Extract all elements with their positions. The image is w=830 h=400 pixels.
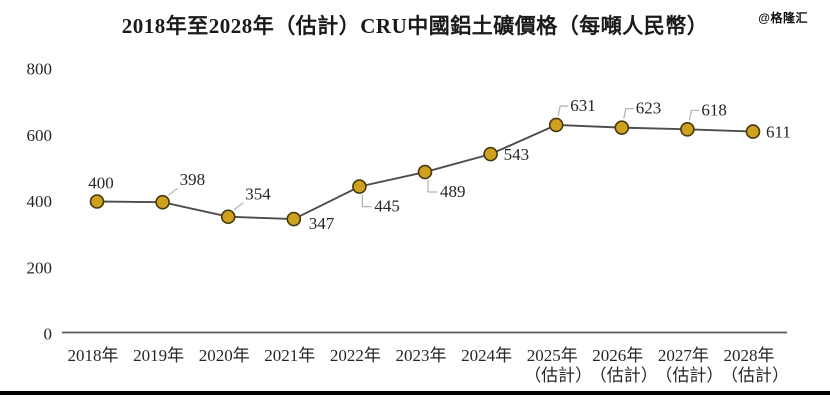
x-tick-label: 2021年 (264, 346, 315, 365)
data-point-marker (220, 209, 236, 225)
y-tick-label: 200 (27, 258, 53, 277)
x-tick-label: 2027年 (658, 346, 709, 365)
value-label: 400 (88, 174, 114, 193)
value-label: 347 (309, 214, 335, 233)
value-label: 354 (245, 185, 271, 204)
x-tick-sublabel: （估計） (524, 366, 592, 385)
value-label: 611 (766, 123, 791, 142)
value-label: 398 (180, 170, 206, 189)
y-tick-label: 400 (27, 192, 53, 211)
x-tick-label: 2022年 (330, 346, 381, 365)
leader-line (688, 109, 700, 121)
leader-line (168, 187, 178, 196)
x-tick-label: 2019年 (133, 346, 184, 365)
x-tick-label: 2025年 (527, 346, 578, 365)
leader-line (427, 180, 437, 193)
x-tick-label: 2018年 (68, 346, 119, 365)
watermark-logo: @格隆汇 (758, 11, 808, 25)
value-label: 445 (374, 197, 400, 216)
data-point-marker (89, 194, 105, 209)
leader-line (233, 202, 244, 211)
value-label: 631 (570, 96, 596, 115)
data-point-marker (352, 179, 367, 194)
data-point-marker (155, 194, 170, 210)
data-point-marker (745, 124, 761, 139)
data-point-marker (548, 117, 564, 133)
y-tick-label: 600 (27, 126, 53, 145)
data-point-marker (417, 164, 433, 180)
value-label: 623 (636, 99, 662, 118)
x-tick-sublabel: （估計） (655, 366, 723, 385)
value-label: 543 (504, 145, 529, 164)
x-tick-label: 2023年 (396, 346, 447, 365)
value-label: 489 (440, 182, 466, 201)
chart-title: 2018年至2028年（估計）CRU中國鋁土礦價格（每噸人民幣） (121, 14, 709, 38)
y-tick-label: 800 (27, 60, 53, 79)
x-tick-sublabel: （估計） (590, 366, 658, 385)
y-tick-label: 0 (44, 325, 53, 344)
x-tick-label: 2026年 (592, 346, 643, 365)
x-tick-label: 2024年 (461, 346, 512, 365)
data-point-marker (614, 120, 630, 135)
leader-line (557, 105, 569, 117)
value-label: 618 (701, 100, 727, 119)
x-tick-label: 2020年 (199, 346, 250, 365)
x-tick-label: 2028年 (724, 346, 775, 365)
data-point-marker (680, 121, 695, 137)
leader-line (361, 194, 372, 208)
data-point-marker (286, 211, 302, 227)
data-point-marker (483, 146, 498, 162)
x-tick-sublabel: （估計） (721, 366, 789, 385)
leader-line (623, 108, 634, 119)
bottom-border-bar (0, 391, 830, 395)
